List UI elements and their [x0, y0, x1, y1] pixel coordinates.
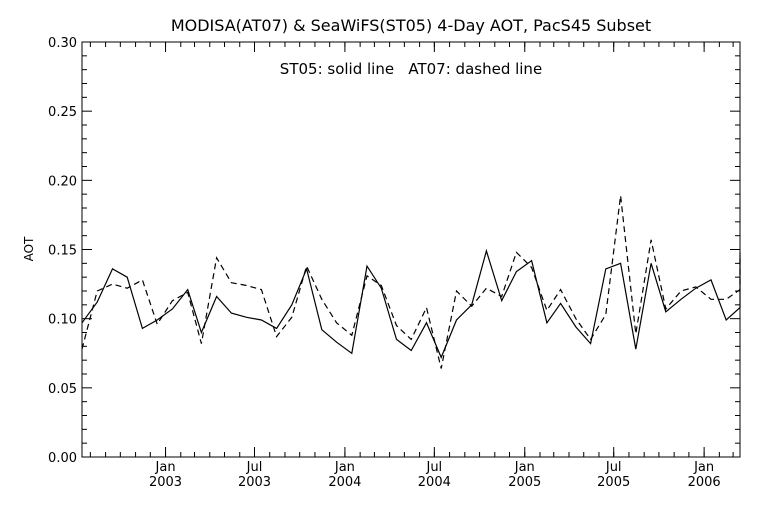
series-layer: [81, 195, 741, 369]
y-tick-label: 0.20: [48, 174, 77, 189]
y-axis: 0.00 0.05 0.10 0.15 0.20 0.25 0.30: [48, 36, 740, 466]
x-tick-month-label: Jan: [693, 460, 714, 475]
y-tick-label: 0.15: [48, 244, 77, 259]
y-tick-label: 0.05: [48, 382, 77, 397]
y-tick-label: 0.00: [48, 451, 77, 466]
x-tick-year-label: 2006: [688, 475, 721, 490]
x-tick-year-label: 2004: [418, 475, 451, 490]
y-axis-label: AOT: [22, 236, 36, 261]
x-axis: Jan2003Jul2003Jan2004Jul2004Jan2005Jul20…: [89, 42, 734, 490]
x-tick-year-label: 2005: [508, 475, 541, 490]
series-style-note: ST05: solid line AT07: dashed line: [280, 60, 542, 78]
plot-frame: [81, 41, 741, 458]
x-tick-year-label: 2004: [328, 475, 361, 490]
series-line-at07: [81, 195, 741, 369]
x-tick-month-label: Jul: [605, 460, 622, 475]
x-tick-month-label: Jul: [425, 460, 442, 475]
x-tick-month-label: Jan: [514, 460, 535, 475]
x-tick-year-label: 2005: [597, 475, 630, 490]
y-tick-label: 0.30: [48, 36, 77, 51]
x-tick-year-label: 2003: [149, 475, 182, 490]
x-tick-month-label: Jul: [246, 460, 263, 475]
x-tick-month-label: Jan: [155, 460, 176, 475]
y-tick-label: 0.10: [48, 313, 77, 328]
x-tick-month-label: Jan: [334, 460, 355, 475]
chart-title: MODISA(AT07) & SeaWiFS(ST05) 4-Day AOT, …: [171, 16, 651, 35]
x-tick-year-label: 2003: [238, 475, 271, 490]
series-line-st05: [81, 248, 741, 359]
y-tick-label: 0.25: [48, 105, 77, 120]
